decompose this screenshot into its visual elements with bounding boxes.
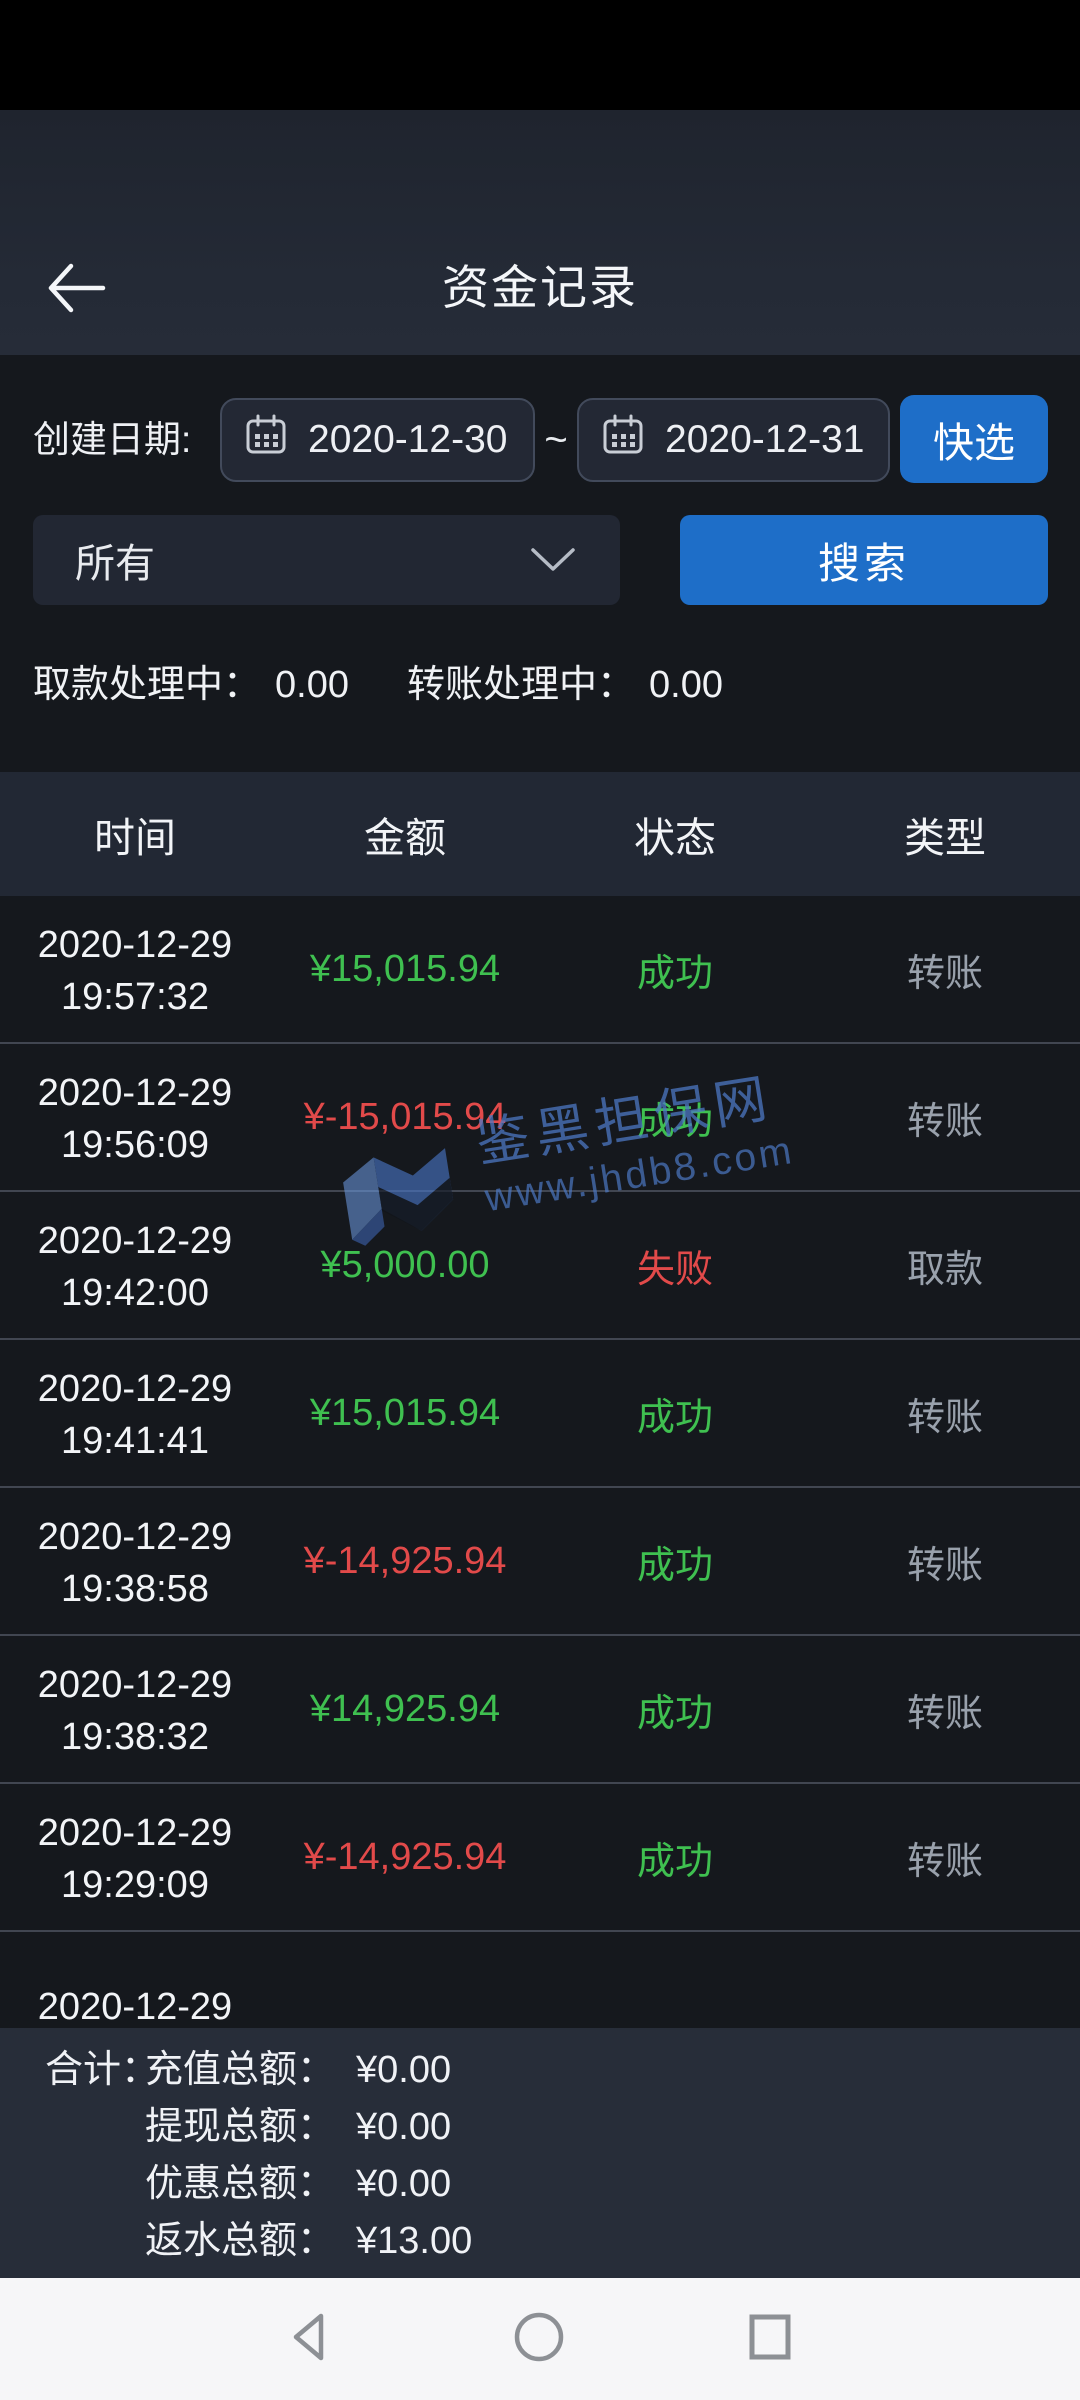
date-to-value: 2020-12-31 [665,418,865,461]
cell-status: 失败 [636,1248,713,1291]
cell-amount: ¥15,015.94 [309,947,501,990]
cell-time: 2020-12-29 19:42:00 [37,1220,233,1314]
type-filter-dropdown[interactable]: 所有 [33,515,620,605]
cell-time: 2020-12-29 19:56:09 [37,1072,233,1166]
cell-status: 成功 [636,1396,713,1439]
table-row-partial: 2020-12-29 [0,1932,1080,2028]
back-arrow-icon[interactable] [45,260,107,316]
nav-recents-icon[interactable] [747,2311,793,2368]
cell-type [810,1932,1080,2028]
cell-time: 2020-12-29 19:29:09 [37,1812,233,1906]
total-withdrawal: 提现总额： ¥0.00 [145,2106,452,2148]
chevron-down-icon [530,538,576,583]
cell-amount: ¥5,000.00 [320,1243,490,1286]
cell-time: 2020-12-29 19:41:41 [37,1368,233,1462]
cell-amount: ¥-14,925.94 [303,1835,507,1878]
records-list[interactable]: 2020-12-29 19:57:32 ¥15,015.94 成功 转账 2020… [0,896,1080,2028]
cell-amount: ¥-15,015.94 [303,1095,507,1138]
table-row: 2020-12-29 19:41:41 ¥15,015.94 成功 转账 [0,1340,1080,1488]
cell-time: 2020-12-29 19:57:32 [37,924,233,1018]
cell-time: 2020-12-29 19:38:32 [37,1664,233,1758]
column-header-status: 状态 [634,815,716,861]
cell-type: 取款 [906,1248,983,1291]
cell-status: 成功 [636,1100,713,1143]
app-header: 资金记录 [0,110,1080,355]
calendar-icon [244,413,288,467]
calendar-icon [601,413,645,467]
date-range-label: 创建日期: [33,419,192,460]
cell-status: 成功 [636,1692,713,1735]
cell-amount [270,1932,540,2028]
search-button[interactable]: 搜索 [680,515,1048,605]
total-label: 合计： [45,2049,160,2091]
cell-amount: ¥-14,925.94 [303,1539,507,1582]
cell-type: 转账 [906,1100,983,1143]
table-row: 2020-12-29 19:57:32 ¥15,015.94 成功 转账 [0,896,1080,1044]
table-row: 2020-12-29 19:56:09 ¥-15,015.94 成功 转账 [0,1044,1080,1192]
cell-type: 转账 [906,1396,983,1439]
status-bar [0,0,1080,110]
table-row: 2020-12-29 19:38:32 ¥14,925.94 成功 转账 [0,1636,1080,1784]
withdraw-processing: 取款处理中： 0.00 [33,663,349,706]
quick-select-button[interactable]: 快选 [900,395,1048,483]
column-header-amount: 金额 [364,815,446,861]
date-from-input[interactable]: 2020-12-30 [220,398,535,482]
cell-amount: ¥14,925.94 [309,1687,501,1730]
total-discount: 优惠总额： ¥0.00 [145,2163,452,2205]
cell-status: 成功 [636,952,713,995]
cell-time: 2020-12-29 19:38:58 [37,1516,233,1610]
date-from-value: 2020-12-30 [308,418,508,461]
type-filter-value: 所有 [75,542,155,586]
table-row: 2020-12-29 19:38:58 ¥-14,925.94 成功 转账 [0,1488,1080,1636]
cell-amount: ¥15,015.94 [309,1391,501,1434]
column-header-type: 类型 [904,815,986,861]
cell-type: 转账 [906,1692,983,1735]
total-rebate: 返水总额： ¥13.00 [145,2220,473,2262]
cell-time: 2020-12-29 [37,1986,233,2028]
total-deposit: 充值总额： ¥0.00 [145,2049,452,2091]
cell-status: 成功 [636,1544,713,1587]
android-nav-bar [0,2278,1080,2400]
totals-panel: 合计： 充值总额： ¥0.00 提现总额： ¥0.00 优惠总额： ¥0.00 返水总… [0,2028,1080,2278]
table-header: 时间 金额 状态 类型 [0,772,1080,896]
cell-type: 转账 [906,952,983,995]
date-to-input[interactable]: 2020-12-31 [577,398,890,482]
cell-type: 转账 [906,1544,983,1587]
cell-type: 转账 [906,1840,983,1883]
transfer-processing: 转账处理中： 0.00 [406,663,723,706]
cell-status [540,1932,810,2028]
processing-summary: 取款处理中： 0.00 转账处理中： 0.00 [33,650,723,710]
column-header-time: 时间 [94,815,176,861]
nav-home-icon[interactable] [513,2311,565,2368]
date-range-separator: ~ [544,418,568,462]
nav-back-icon[interactable] [287,2311,331,2368]
cell-status: 成功 [636,1840,713,1883]
table-row: 2020-12-29 19:29:09 ¥-14,925.94 成功 转账 [0,1784,1080,1932]
page-title: 资金记录 [442,261,638,314]
table-row: 2020-12-29 19:42:00 ¥5,000.00 失败 取款 [0,1192,1080,1340]
